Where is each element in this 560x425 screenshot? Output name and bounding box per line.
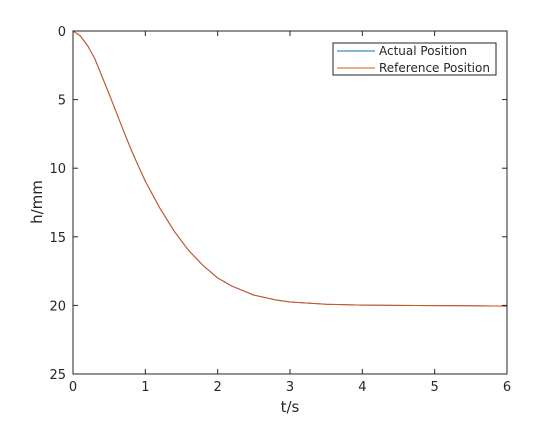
x-tick-label: 5 xyxy=(431,380,439,395)
tick-layer: 0 1 2 3 4 5 6 0 5 10 15 20 25 xyxy=(49,25,511,395)
x-tick-label: 3 xyxy=(286,380,294,395)
x-tick-label: 1 xyxy=(141,380,149,395)
y-tick-label: 10 xyxy=(49,162,66,177)
y-tick-label: 5 xyxy=(58,94,66,109)
x-tick-label: 0 xyxy=(69,380,77,395)
x-axis-label: t/s xyxy=(281,398,300,416)
y-tick-label: 25 xyxy=(49,368,66,383)
legend-label-actual-position: Actual Position xyxy=(379,44,467,58)
y-axis-label: h/mm xyxy=(28,180,46,224)
x-tick-label: 6 xyxy=(503,380,511,395)
plot-area xyxy=(73,31,507,374)
legend: Actual Position Reference Position xyxy=(332,42,497,76)
legend-label-reference-position: Reference Position xyxy=(379,61,490,75)
series-line-reference-position xyxy=(72,30,508,307)
legend-box xyxy=(332,42,497,76)
series-layer xyxy=(72,30,508,307)
x-tick-label: 4 xyxy=(358,380,366,395)
axes-box xyxy=(72,30,508,375)
y-tick-label: 20 xyxy=(49,299,66,314)
y-tick-label: 15 xyxy=(49,231,66,246)
y-tick-label: 0 xyxy=(58,25,66,40)
x-tick-label: 2 xyxy=(214,380,222,395)
